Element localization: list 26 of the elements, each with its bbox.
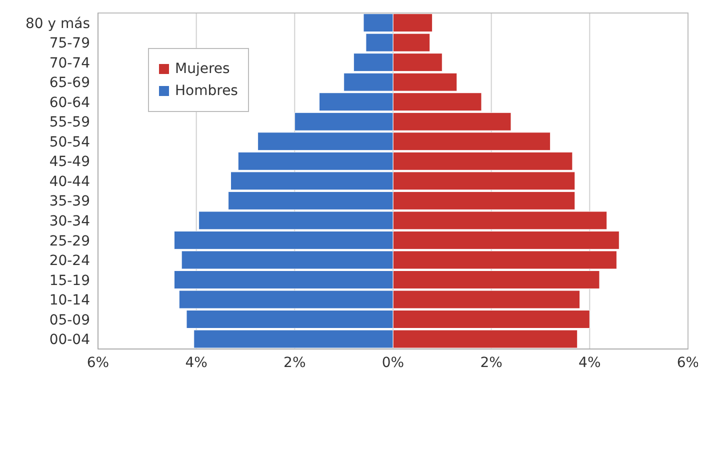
legend-label: Mujeres — [175, 61, 230, 77]
x-tick-label: 2% — [284, 354, 306, 371]
y-tick-label: 55-59 — [49, 114, 90, 131]
y-tick-label: 65-69 — [49, 75, 90, 92]
y-tick-label: 10-14 — [49, 292, 90, 309]
y-tick-label: 00-04 — [49, 332, 90, 348]
y-tick-label: 45-49 — [49, 154, 90, 170]
x-tick-label: 6% — [86, 354, 110, 371]
x-tick-label: 4% — [185, 354, 208, 371]
y-tick-label: 50-54 — [49, 134, 90, 150]
y-tick-label: 60-64 — [49, 94, 90, 111]
y-tick-label: 05-09 — [49, 312, 90, 328]
y-tick-label: 70-74 — [49, 55, 90, 72]
y-tick-label: 40-44 — [49, 174, 90, 190]
y-tick-label: 20-24 — [49, 253, 90, 270]
x-tick-label: 4% — [578, 354, 601, 371]
x-tick-label: 6% — [676, 354, 700, 371]
y-tick-label: 80 y más — [25, 16, 90, 32]
y-tick-label: 30-34 — [49, 214, 90, 230]
y-tick-label: 15-19 — [49, 272, 90, 289]
x-tick-label: 0% — [382, 354, 404, 371]
y-tick-label: 35-39 — [49, 194, 90, 210]
y-tick-label: 25-29 — [49, 233, 90, 250]
y-tick-label: 75-79 — [49, 36, 90, 52]
x-tick-label: 2% — [480, 354, 502, 371]
legend-label: Hombres — [175, 83, 238, 99]
